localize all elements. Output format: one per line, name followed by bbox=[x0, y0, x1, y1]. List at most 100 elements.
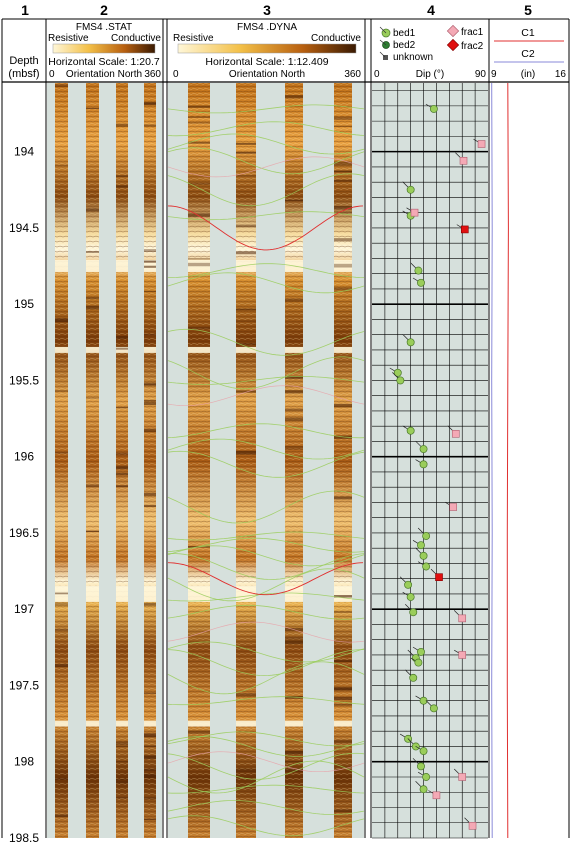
conductive-streak bbox=[188, 326, 210, 330]
conductive-streak bbox=[116, 452, 128, 456]
resistive-band bbox=[86, 720, 99, 727]
column-4-header: bed1 bed2 unknown frac1 frac2 0 Dip (°) … bbox=[374, 24, 486, 80]
bed1-marker bbox=[406, 338, 415, 347]
frac1-marker bbox=[410, 208, 419, 217]
conductive-streak bbox=[144, 124, 156, 127]
depth-tick-label: 194.5 bbox=[9, 221, 39, 235]
conductive-streak bbox=[334, 496, 352, 500]
conductive-streak bbox=[86, 297, 99, 300]
stat-conductive-label: Conductive bbox=[111, 33, 161, 44]
bed-sinusoid bbox=[167, 104, 365, 114]
conductive-streak bbox=[116, 123, 128, 127]
fracture-sinusoid bbox=[167, 205, 364, 251]
bed1-marker bbox=[406, 426, 415, 435]
conductive-streak bbox=[144, 774, 156, 778]
conductive-streak bbox=[144, 399, 156, 402]
conductive-streak bbox=[236, 224, 256, 228]
bed-sinusoid bbox=[167, 423, 365, 439]
bed-sinusoid bbox=[167, 815, 365, 837]
bed-sinusoid bbox=[167, 450, 365, 478]
conductive-streak bbox=[86, 397, 99, 399]
bed-sinusoid bbox=[167, 568, 365, 602]
dip-axis-min: 0 bbox=[374, 69, 380, 80]
resistive-band bbox=[334, 585, 352, 602]
resistive-band bbox=[188, 585, 210, 602]
dyna-tool-label: FMS4 .DYNA bbox=[237, 22, 297, 33]
column-number-row: 1 2 3 4 5 bbox=[21, 2, 532, 18]
depth-axis: 194 194.5 195 195.5 196 196.5 197 197.5 198 198.5 bbox=[9, 145, 39, 845]
conductive-streak bbox=[55, 452, 68, 454]
frac2-marker bbox=[460, 225, 469, 234]
resistive-band bbox=[285, 346, 303, 353]
resistive-band bbox=[86, 585, 99, 602]
conductive-streak bbox=[144, 428, 156, 433]
column-2-header: FMS4 .STAT Resistive Conductive Horizont… bbox=[48, 22, 161, 80]
resistive-band bbox=[334, 346, 352, 353]
resistive-band bbox=[236, 720, 256, 727]
conductive-streak bbox=[55, 663, 68, 668]
conductive-streak bbox=[285, 750, 303, 755]
conductive-streak bbox=[86, 208, 99, 212]
conductive-streak bbox=[236, 308, 256, 311]
bed-sinusoid bbox=[167, 604, 365, 620]
bed-sinusoid bbox=[167, 173, 365, 207]
conductive-streak bbox=[116, 761, 128, 763]
stat-tool-label: FMS4 .STAT bbox=[76, 22, 132, 33]
bed-sinusoid bbox=[167, 696, 365, 706]
conductive-streak bbox=[116, 335, 128, 340]
bed1-marker bbox=[414, 658, 423, 667]
conductive-streak bbox=[55, 318, 68, 323]
caliper-axis-max: 16 bbox=[555, 69, 567, 80]
conductive-streak bbox=[144, 768, 156, 771]
conductive-streak bbox=[144, 692, 156, 694]
conductive-streak bbox=[334, 611, 352, 613]
conductive-streak bbox=[334, 595, 352, 598]
conductive-streak bbox=[144, 602, 156, 606]
resistive-band bbox=[116, 346, 128, 353]
bed-sinusoid bbox=[167, 121, 365, 137]
conductive-streak bbox=[55, 592, 68, 595]
conductive-streak bbox=[236, 450, 256, 455]
bed-sinusoid bbox=[167, 553, 365, 580]
bed-sinusoid bbox=[167, 147, 365, 175]
conductive-streak bbox=[116, 745, 128, 747]
conductive-streak bbox=[144, 402, 156, 406]
resistive-band bbox=[55, 260, 68, 273]
c2-caliper-curve bbox=[491, 82, 493, 839]
frac1-marker bbox=[432, 791, 441, 800]
bed1-marker bbox=[417, 762, 425, 771]
conductive-streak bbox=[236, 768, 256, 773]
conductive-streak bbox=[86, 484, 99, 488]
stat-orient-right: 360 bbox=[144, 69, 161, 80]
conductive-streak bbox=[334, 170, 352, 173]
frac1-legend-label: frac1 bbox=[461, 27, 484, 38]
frac1-marker bbox=[468, 821, 477, 830]
bed1-marker bbox=[419, 551, 428, 560]
conductive-streak bbox=[334, 212, 352, 214]
bed-sinusoid bbox=[167, 641, 365, 663]
bed1-marker bbox=[419, 460, 428, 469]
frac1-marker bbox=[459, 156, 468, 165]
conductive-streak bbox=[86, 107, 99, 110]
bed1-marker bbox=[419, 785, 428, 794]
conductive-streak bbox=[116, 741, 128, 746]
conductive-streak bbox=[285, 636, 303, 640]
conductive-streak bbox=[285, 760, 303, 763]
column-3-number: 3 bbox=[263, 2, 271, 18]
stat-orient-label: Orientation North bbox=[66, 69, 142, 80]
depth-unit-label: (mbsf) bbox=[8, 68, 39, 80]
conductive-streak bbox=[116, 347, 128, 350]
depth-tick-label: 196.5 bbox=[9, 526, 39, 540]
frac1-sinusoid bbox=[167, 751, 365, 773]
conductive-streak bbox=[144, 504, 156, 507]
legend: bed1 bed2 unknown frac1 frac2 bbox=[379, 24, 484, 63]
conductive-streak bbox=[116, 407, 128, 409]
conductive-streak bbox=[116, 175, 128, 177]
bed1-marker bbox=[417, 278, 425, 287]
conductive-streak bbox=[236, 175, 256, 177]
frac2-legend-marker bbox=[446, 38, 460, 52]
conductive-streak bbox=[285, 445, 303, 450]
frac1-legend-marker bbox=[446, 24, 460, 38]
resistive-band bbox=[116, 585, 128, 602]
